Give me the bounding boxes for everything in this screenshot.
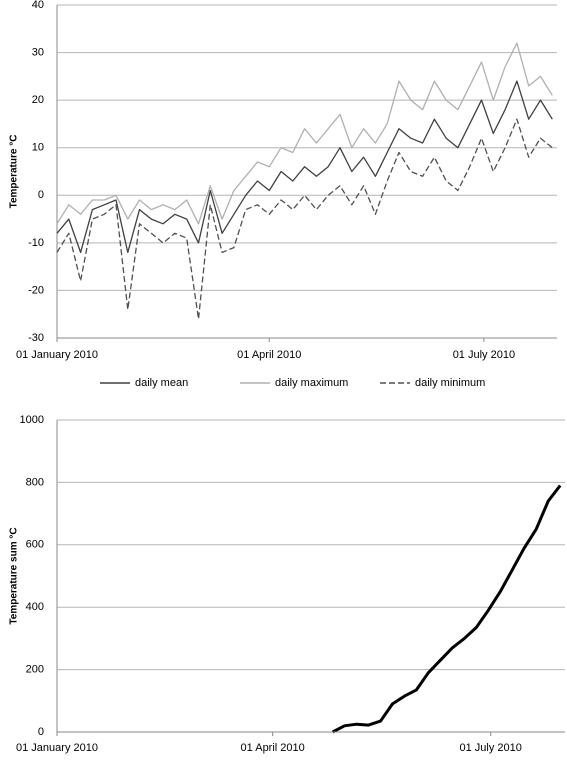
y-tick-label: 20 [32,94,44,106]
legend-label: daily maximum [275,377,348,389]
x-tick-label: 01 January 2010 [16,742,98,754]
data-line [56,42,553,225]
x-tick-label: 01 January 2010 [16,349,98,361]
y-tick-label: 40 [32,0,44,11]
data-line [331,484,562,734]
y-tick-label: 0 [38,189,44,201]
legend-label: daily minimum [415,377,485,389]
y-tick-label: 0 [38,726,44,738]
y-tick-label: 200 [26,664,44,676]
x-tick-label: 01 April 2010 [237,349,301,361]
y-tick-label: 600 [26,539,44,551]
legend-label: daily mean [135,377,188,389]
data-line [56,118,553,320]
y-tick-label: 10 [32,142,44,154]
y-axis-label: Temperature sum °C [9,527,20,624]
y-tick-label: 400 [26,601,44,613]
y-axis-label: Temperature °C [9,135,20,209]
x-tick-label: 01 April 2010 [241,742,305,754]
y-tick-label: -10 [28,237,44,249]
x-tick-label: 01 July 2010 [460,742,522,754]
y-tick-label: 800 [26,476,44,488]
y-tick-label: -30 [28,332,44,344]
y-tick-label: -20 [28,284,44,296]
y-tick-label: 30 [32,46,44,58]
data-line [56,80,553,254]
x-tick-label: 01 July 2010 [453,349,515,361]
y-tick-label: 1000 [20,414,44,426]
